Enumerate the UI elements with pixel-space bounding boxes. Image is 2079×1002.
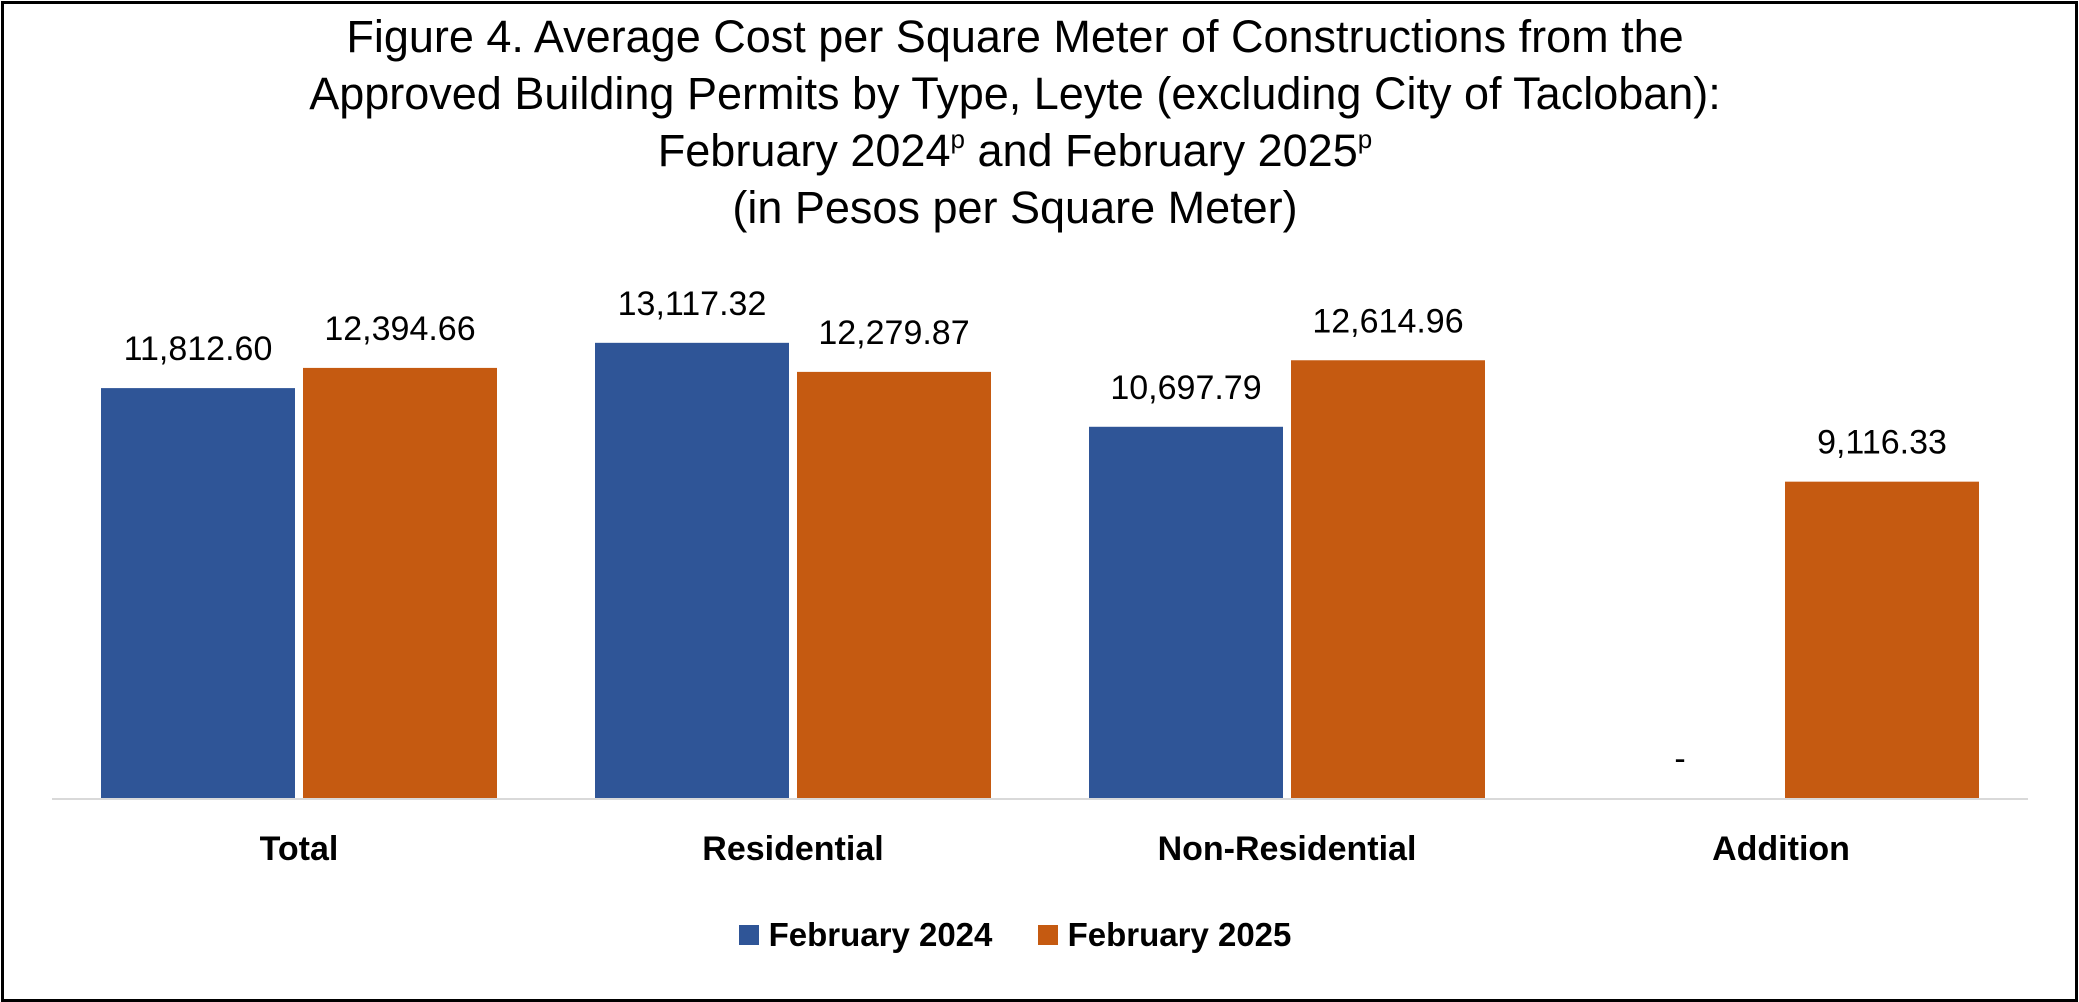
bar-non-residential-february-2024	[1089, 426, 1283, 798]
legend-swatch-february-2024	[738, 925, 759, 945]
data-label-residential-february-2024: 13,117.32	[618, 285, 767, 323]
legend-label-february-2025: February 2025	[1067, 916, 1292, 953]
category-label-residential: Residential	[702, 830, 883, 868]
data-label-addition-february-2024: -	[1674, 740, 1685, 778]
title-line-3-a: February 2024	[657, 125, 951, 176]
data-label-total-february-2025: 12,394.66	[324, 310, 475, 348]
chart-legend: February 2024 February 2025	[0, 915, 2030, 954]
bar-non-residential-february-2025	[1291, 360, 1485, 798]
bar-residential-february-2025	[797, 371, 991, 798]
data-label-residential-february-2025: 12,279.87	[818, 314, 969, 352]
category-label-total: Total	[260, 830, 339, 868]
title-superscript-2: p	[1357, 124, 1373, 154]
title-line-3-b: and February 2025	[964, 125, 1358, 176]
title-superscript-1: p	[950, 124, 965, 154]
chart-title: Figure 4. Average Cost per Square Meter …	[0, 8, 2030, 236]
bar-total-february-2024	[101, 388, 295, 798]
legend-item-february-2024: February 2024	[738, 916, 993, 954]
data-label-non-residential-february-2025: 12,614.96	[1312, 302, 1463, 340]
data-label-addition-february-2025: 9,116.33	[1817, 424, 1947, 462]
legend-item-february-2025: February 2025	[1037, 916, 1292, 954]
category-label-non-residential: Non-Residential	[1158, 830, 1417, 868]
bar-total-february-2025	[303, 367, 497, 798]
bar-residential-february-2024	[595, 342, 789, 798]
data-label-total-february-2024: 11,812.60	[124, 330, 273, 368]
data-label-non-residential-february-2024: 10,697.79	[1110, 369, 1261, 407]
title-line-4: (in Pesos per Square Meter)	[732, 182, 1298, 233]
title-line-1: Figure 4. Average Cost per Square Meter …	[346, 11, 1684, 62]
category-label-addition: Addition	[1712, 830, 1850, 868]
title-line-2: Approved Building Permits by Type, Leyte…	[309, 68, 1721, 119]
bar-addition-february-2025	[1785, 481, 1979, 798]
legend-label-february-2024: February 2024	[768, 916, 993, 953]
legend-swatch-february-2025	[1037, 925, 1058, 945]
title-line-3: February 2024p and February 2025p	[0, 122, 2030, 179]
